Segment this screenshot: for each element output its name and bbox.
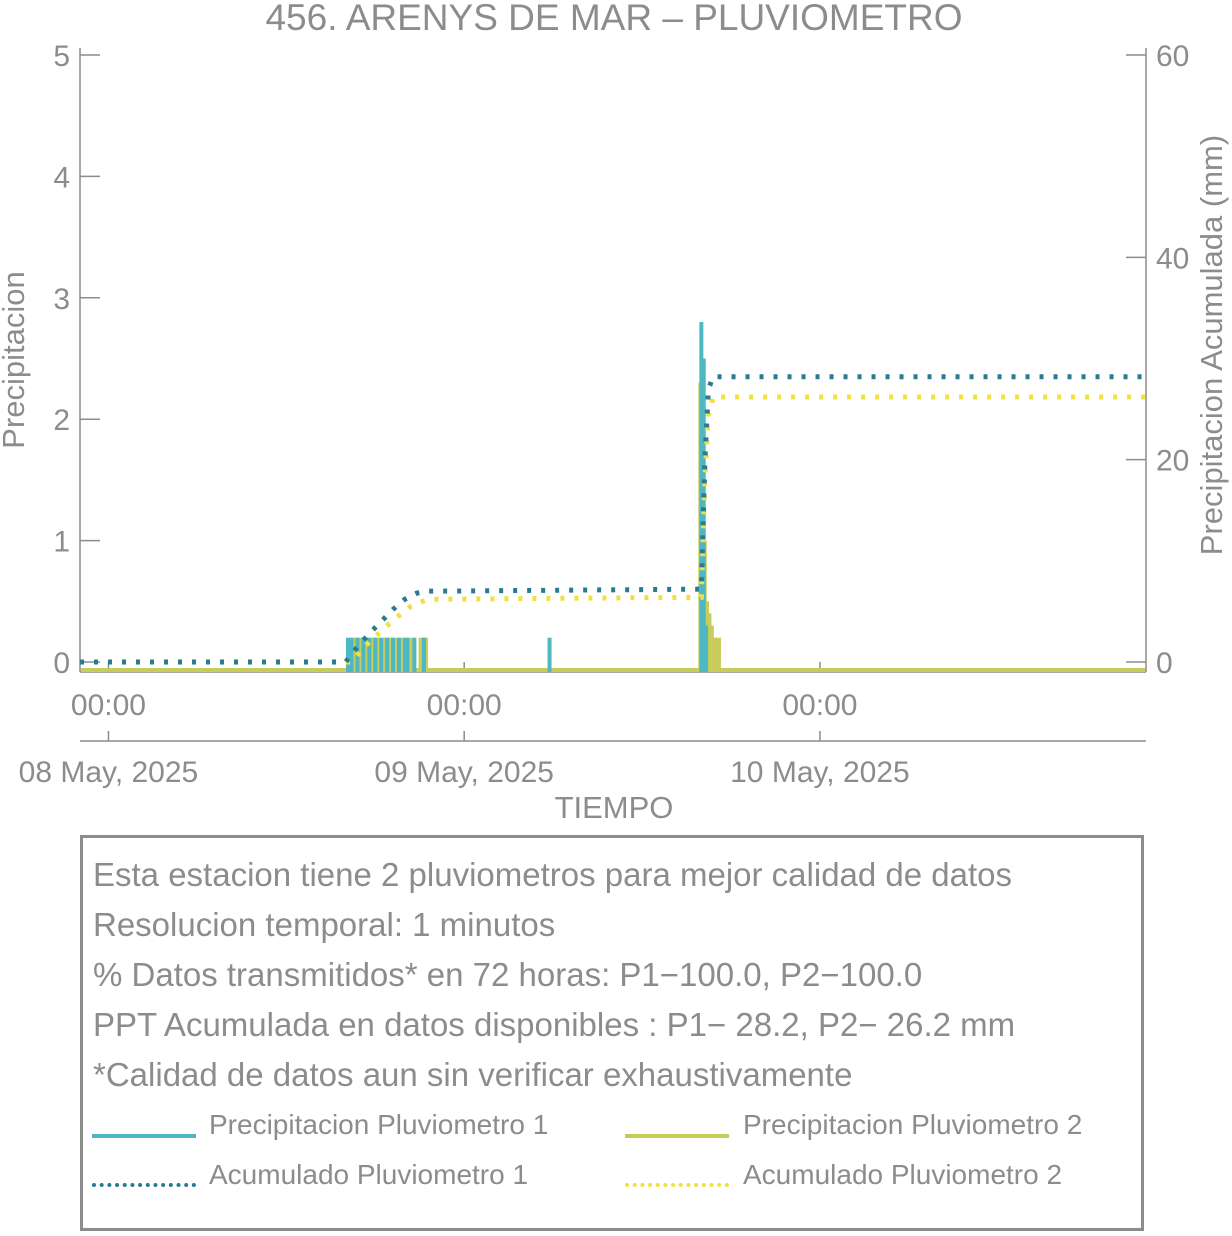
y-tick-label-right: 20	[1156, 445, 1189, 478]
bar-p2	[393, 637, 400, 672]
bar-p2	[714, 637, 721, 672]
x-tick-label-time: 00:00	[71, 689, 146, 722]
chart-title: 456. ARENYS DE MAR – PLUVIOMETRO	[265, 0, 962, 38]
y-tick-label-left: 5	[53, 40, 70, 73]
y-tick-label-left: 2	[53, 404, 70, 437]
info-panel: Esta estacion tiene 2 pluviometros para …	[80, 835, 1144, 1231]
y-tick-label-right: 40	[1156, 242, 1189, 275]
y-tick-label-left: 3	[53, 283, 70, 316]
x-tick-label-time: 00:00	[782, 689, 857, 722]
legend-swatch-p2	[625, 1134, 729, 1138]
legend-label-acc2: Acumulado Pluviometro 2	[743, 1159, 1063, 1190]
legend-label-acc1: Acumulado Pluviometro 1	[209, 1159, 529, 1190]
y-axis-label-left: Precipitacion	[0, 271, 31, 448]
legend-swatch-acc1	[92, 1183, 196, 1187]
bar-p1	[396, 637, 401, 672]
bar-p1	[361, 637, 366, 672]
x-tick-label-date: 10 May, 2025	[730, 756, 910, 789]
bar-p1	[699, 322, 704, 672]
y-axis-label-right: Precipitacion Acumulada (mm)	[1194, 135, 1229, 555]
bar-p1	[421, 637, 426, 672]
bar-p1	[391, 637, 396, 672]
bar-p1	[405, 637, 410, 672]
y-tick-label-right: 0	[1156, 647, 1173, 680]
info-line-quality-note: *Calidad de datos aun sin verificar exha…	[93, 1056, 853, 1093]
bar-p2	[407, 637, 414, 672]
bar-p2	[352, 637, 359, 672]
info-line-accumulated: PPT Acumulada en datos disponibles : P1−…	[93, 1006, 1016, 1043]
bar-p2	[375, 637, 382, 672]
info-line-transmitted: % Datos transmitidos* en 72 horas: P1−10…	[93, 956, 923, 993]
bar-p2	[418, 637, 425, 672]
bar-p1	[345, 637, 350, 672]
line-acc-p1	[80, 374, 1146, 665]
y-tick-label-left: 0	[53, 647, 70, 680]
bar-p1	[701, 358, 706, 672]
bar-p2	[399, 637, 406, 672]
y-tick-label-left: 1	[53, 526, 70, 559]
bar-p1	[373, 637, 378, 672]
bar-p1	[385, 637, 390, 672]
precipitation-chart: 456. ARENYS DE MAR – PLUVIOMETRO 0 1 2 3 4 5 0…	[0, 0, 1229, 825]
bar-p1	[547, 637, 552, 672]
x-tick-label-date: 09 May, 2025	[374, 756, 554, 789]
bar-p2	[363, 637, 370, 672]
bar-p1	[349, 637, 354, 672]
info-line-stations: Esta estacion tiene 2 pluviometros para …	[93, 856, 1013, 893]
bar-p2	[381, 637, 388, 672]
legend-swatch-p1	[92, 1134, 196, 1138]
bar-p1	[412, 637, 417, 672]
bar-p2	[358, 637, 365, 672]
zero-precip-baseline	[81, 668, 1145, 672]
legend-swatch-acc2	[625, 1183, 729, 1187]
bar-p2	[369, 637, 376, 672]
bar-p1	[379, 637, 384, 672]
bar-p2	[711, 637, 718, 672]
info-line-resolution: Resolucion temporal: 1 minutos	[93, 906, 556, 943]
bar-p1	[367, 637, 372, 672]
legend-label-p2: Precipitacion Pluviometro 2	[743, 1109, 1083, 1140]
bar-p1	[704, 625, 709, 672]
y-tick-label-left: 4	[53, 161, 70, 194]
x-tick-label-time: 00:00	[427, 689, 502, 722]
line-acc-p2	[80, 394, 1146, 665]
x-axis-label: TIEMPO	[555, 790, 674, 825]
x-tick-label-date: 08 May, 2025	[19, 756, 199, 789]
bar-p2	[707, 625, 714, 672]
bar-p2	[387, 637, 394, 672]
bar-p1	[402, 637, 407, 672]
y-tick-label-right: 60	[1156, 40, 1189, 73]
legend-label-p1: Precipitacion Pluviometro 1	[209, 1109, 549, 1140]
